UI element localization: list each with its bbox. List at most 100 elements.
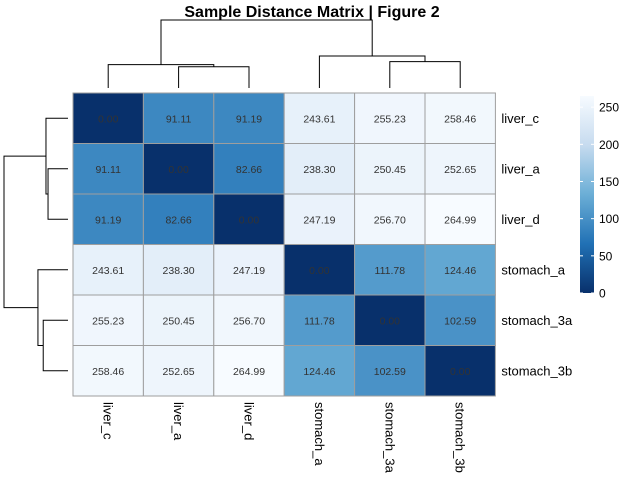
cell-value-label: 91.11 xyxy=(95,164,121,176)
cell-value-label: 102.59 xyxy=(374,366,406,378)
heatmap-cell xyxy=(283,193,356,245)
heatmap-cell xyxy=(142,92,215,144)
heatmap-cell xyxy=(72,244,144,296)
colorbar-tick-label: 100 xyxy=(599,212,619,226)
heatmap-cell xyxy=(424,92,496,144)
cell-value-label: 124.46 xyxy=(303,366,335,378)
heatmap-cell xyxy=(213,92,285,144)
dendrogram-branch xyxy=(37,269,68,346)
cell-value-label: 247.19 xyxy=(233,265,265,277)
cell-value-label: 243.61 xyxy=(92,265,124,277)
heatmap-cell xyxy=(283,143,356,195)
heatmap-cell xyxy=(354,294,426,346)
row-label: liver_a xyxy=(501,161,540,176)
cell-value-label: 82.66 xyxy=(236,164,262,176)
cell-value-label: 252.65 xyxy=(444,164,476,176)
dendrogram-branch xyxy=(178,66,250,88)
heatmap-cell xyxy=(424,244,496,296)
chart-title: Sample Distance Matrix | Figure 2 xyxy=(184,4,439,21)
dendrogram-branch xyxy=(160,19,373,65)
row-dendrogram xyxy=(3,117,68,372)
heatmap-cell xyxy=(424,143,496,195)
colorbar-gradient xyxy=(580,96,594,293)
column-labels: liver_c liver_a liver_d stomach_a stomach_3a… xyxy=(101,402,468,474)
column-label: stomach_3a xyxy=(382,402,397,474)
cell-value-label: 247.19 xyxy=(303,214,335,226)
row-label: liver_c xyxy=(501,111,539,126)
heatmap-cell xyxy=(142,244,215,296)
cell-value-label: 250.45 xyxy=(163,315,195,327)
cell-value-label: 0.00 xyxy=(168,164,189,176)
cell-value-label: 250.45 xyxy=(374,164,406,176)
colorbar-tick-label: 200 xyxy=(599,138,619,152)
heatmap-cell xyxy=(72,294,144,346)
cell-value-label: 0.00 xyxy=(450,366,471,378)
cell-value-label: 82.66 xyxy=(165,214,191,226)
dendrogram-branch xyxy=(47,168,68,220)
heatmap-cell xyxy=(213,294,285,346)
heatmap-cell xyxy=(354,345,426,397)
colorbar-tick-label: 50 xyxy=(599,249,613,263)
cell-value-label: 111.78 xyxy=(304,315,335,327)
heatmap-cell xyxy=(72,345,144,397)
cell-value-label: 238.30 xyxy=(303,164,335,176)
cell-value-label: 124.46 xyxy=(444,265,476,277)
column-label: stomach_a xyxy=(312,402,327,466)
cell-value-label: 91.19 xyxy=(95,214,121,226)
dendrogram-branch xyxy=(3,155,46,309)
colorbar-legend: 0 50 100 150 200 250 xyxy=(580,96,619,301)
dendrogram-branch xyxy=(45,117,68,195)
heatmap-cell xyxy=(424,294,496,346)
cell-value-label: 256.70 xyxy=(374,214,406,226)
heatmap-cell xyxy=(424,193,496,245)
row-label: stomach_a xyxy=(501,262,565,277)
cell-value-label: 0.00 xyxy=(380,315,401,327)
cell-value-label: 252.65 xyxy=(163,366,195,378)
cell-value-label: 255.23 xyxy=(92,315,124,327)
cell-value-label: 91.11 xyxy=(166,113,192,125)
heatmap-cell xyxy=(142,193,215,245)
column-label: liver_d xyxy=(242,402,257,440)
cell-value-label: 0.00 xyxy=(239,214,260,226)
heatmap-cell xyxy=(283,244,356,296)
cell-value-label: 91.19 xyxy=(236,113,262,125)
cell-value-label: 258.46 xyxy=(444,113,476,125)
row-label: liver_d xyxy=(501,212,539,227)
dendrogram-branch xyxy=(389,61,461,88)
row-label: stomach_3b xyxy=(501,363,572,378)
cell-value-label: 264.99 xyxy=(444,214,476,226)
cell-value-label: 256.70 xyxy=(233,315,265,327)
column-label: liver_c xyxy=(101,402,116,440)
row-labels: liver_c liver_a liver_d stomach_a stomach_3a… xyxy=(501,111,573,379)
cell-value-label: 102.59 xyxy=(444,315,476,327)
heatmap-cell xyxy=(283,345,356,397)
heatmap-cell xyxy=(213,244,285,296)
cell-value-label: 0.00 xyxy=(309,265,330,277)
cell-value-label: 243.61 xyxy=(303,113,335,125)
heatmap-cell xyxy=(354,193,426,245)
column-label: liver_a xyxy=(171,402,186,441)
dendrogram-branch xyxy=(318,55,426,88)
column-dendrogram xyxy=(107,19,461,88)
colorbar-tick-label: 250 xyxy=(599,101,619,115)
heatmap-cell xyxy=(142,143,215,195)
dendrogram-branch xyxy=(107,64,215,88)
heatmap-cell xyxy=(72,92,144,144)
cell-value-label: 0.00 xyxy=(98,113,119,125)
heatmap-cell xyxy=(283,294,356,346)
heatmap-cell xyxy=(424,345,496,397)
heatmap-cell xyxy=(354,244,426,296)
heatmap-cells: 0.00 91.11 91.19 243.61 255.23 258.46 91.11 0.0… xyxy=(72,92,496,397)
cell-value-label: 258.46 xyxy=(92,366,124,378)
cell-value-label: 111.78 xyxy=(375,265,406,277)
colorbar-tick-label: 0 xyxy=(599,287,606,301)
cell-value-label: 238.30 xyxy=(163,265,195,277)
row-label: stomach_3a xyxy=(501,313,573,328)
colorbar-tick-label: 150 xyxy=(599,175,619,189)
cell-value-label: 264.99 xyxy=(233,366,265,378)
column-label: stomach_3b xyxy=(453,402,468,473)
dendrogram-branch xyxy=(42,319,68,372)
cell-value-label: 255.23 xyxy=(374,113,406,125)
